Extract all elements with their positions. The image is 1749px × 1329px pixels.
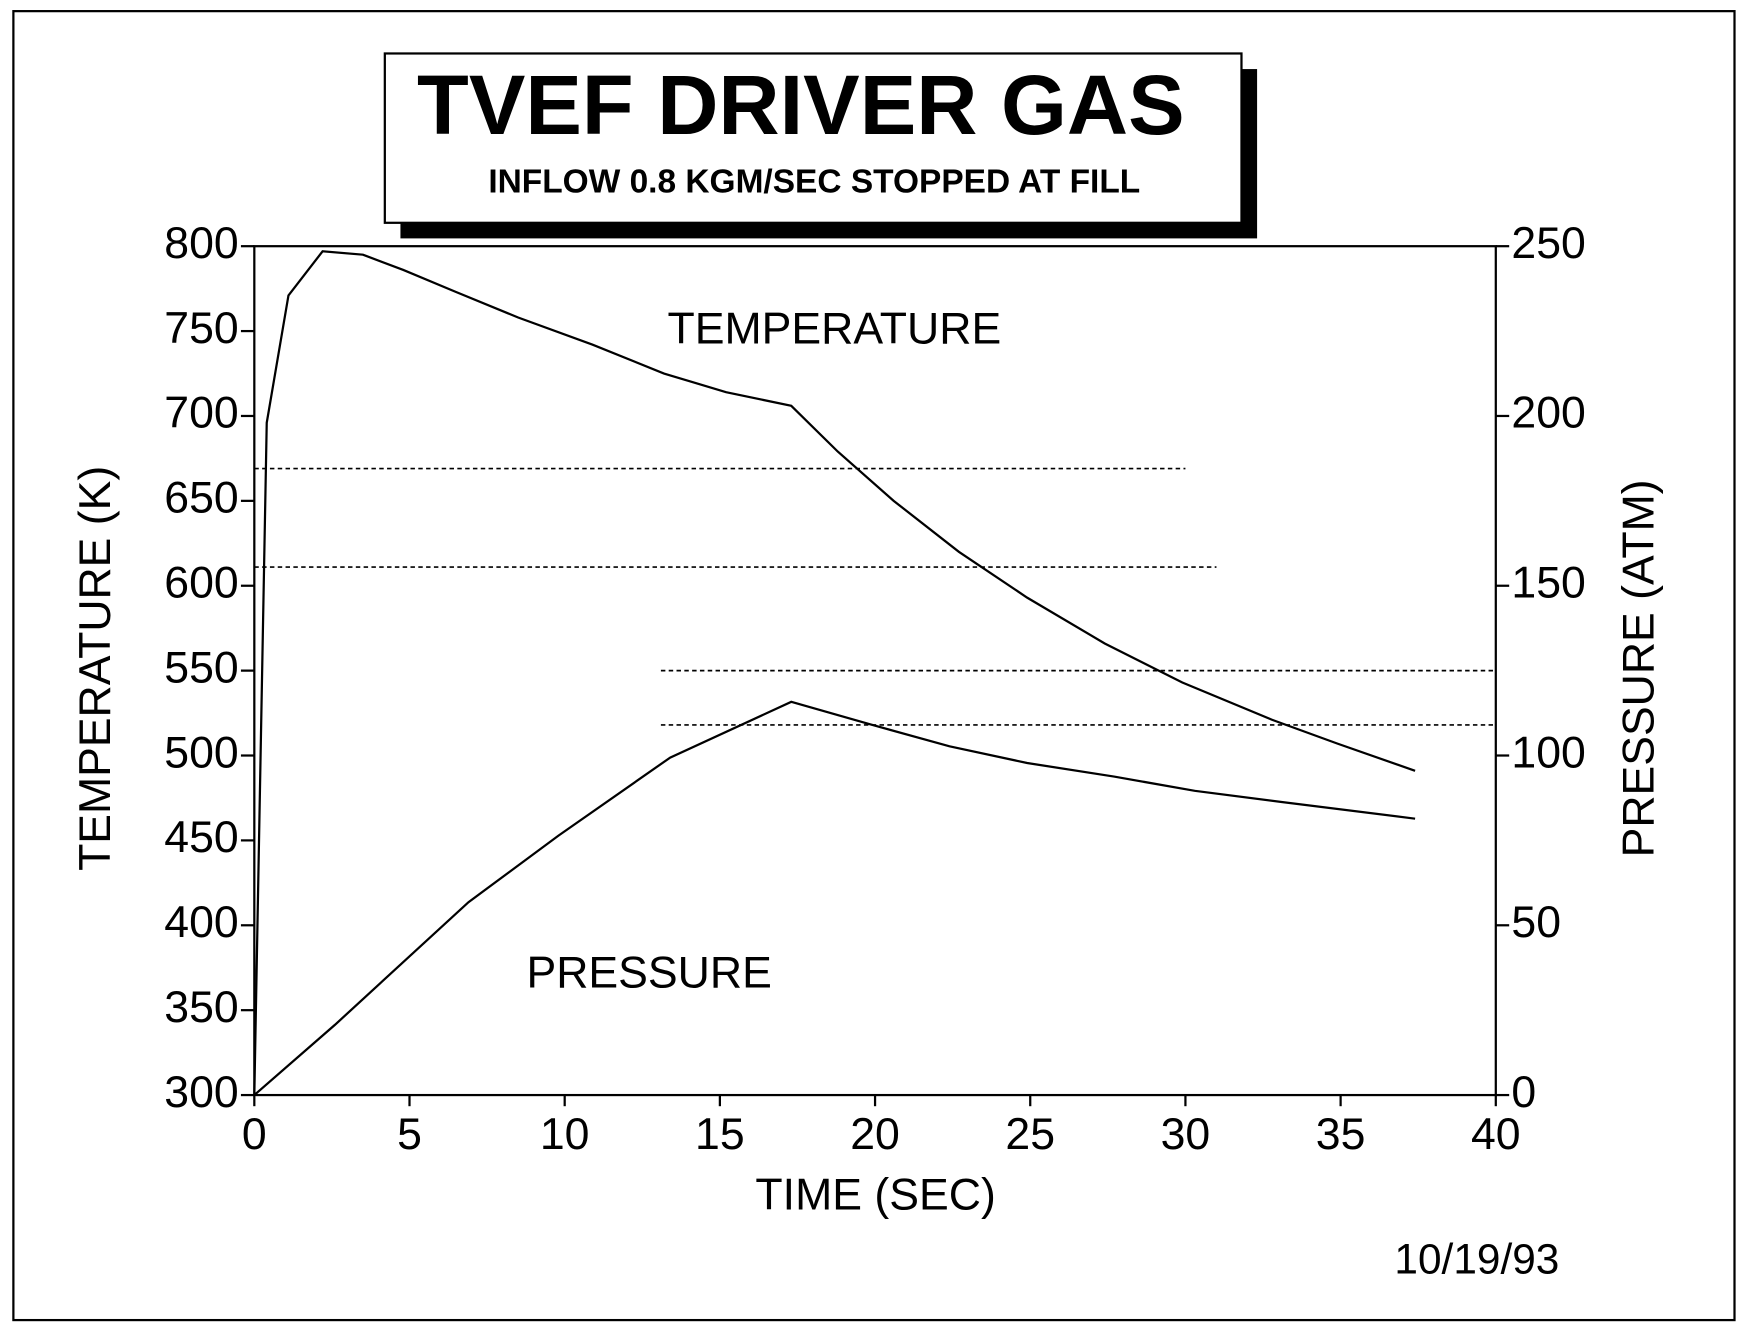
date-label: 10/19/93	[1394, 1235, 1559, 1282]
y-tick-label: 450	[164, 813, 238, 862]
y-tick-label: 600	[164, 559, 238, 608]
y2-tick-label: 200	[1511, 389, 1585, 438]
y-tick-label: 800	[164, 219, 238, 268]
x-tick-label: 35	[1316, 1110, 1366, 1159]
y2-axis-label: PRESSURE (ATM)	[1615, 479, 1664, 857]
y2-tick-label: 50	[1511, 898, 1561, 947]
y-tick-label: 750	[164, 304, 238, 353]
x-tick-label: 25	[1005, 1110, 1055, 1159]
x-tick-label: 20	[850, 1110, 900, 1159]
x-tick-label: 10	[540, 1110, 590, 1159]
x-axis-label: TIME (SEC)	[755, 1170, 995, 1219]
x-tick-label: 0	[242, 1110, 267, 1159]
y-tick-label: 550	[164, 643, 238, 692]
y-tick-label: 650	[164, 474, 238, 523]
y-tick-label: 400	[164, 898, 238, 947]
x-tick-label: 5	[397, 1110, 422, 1159]
y2-tick-label: 250	[1511, 219, 1585, 268]
y-tick-label: 500	[164, 728, 238, 777]
chart-title: TVEF DRIVER GAS	[417, 57, 1185, 152]
title-box	[383, 52, 1243, 224]
x-tick-label: 40	[1471, 1110, 1521, 1159]
series-label: PRESSURE	[526, 949, 771, 998]
series-label: TEMPERATURE	[667, 305, 1001, 354]
y-tick-label: 700	[164, 389, 238, 438]
y2-tick-label: 100	[1511, 728, 1585, 777]
series-line	[253, 700, 1416, 1096]
x-tick-label: 30	[1161, 1110, 1211, 1159]
y2-tick-label: 150	[1511, 559, 1585, 608]
y-tick-label: 300	[164, 1068, 238, 1117]
y-axis-label: TEMPERATURE (K)	[71, 466, 120, 871]
x-tick-label: 15	[695, 1110, 745, 1159]
y2-tick-label: 0	[1511, 1068, 1536, 1117]
series-line	[253, 250, 1416, 1096]
chart-subtitle: INFLOW 0.8 KGM/SEC STOPPED AT FILL	[488, 164, 1140, 201]
frame	[12, 10, 1736, 1322]
y-tick-label: 350	[164, 983, 238, 1032]
